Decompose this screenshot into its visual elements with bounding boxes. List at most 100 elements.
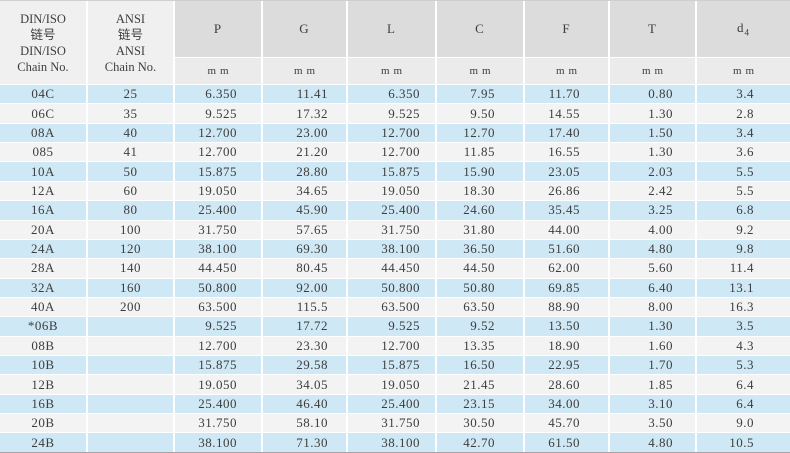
cell-g: 28.80 — [263, 161, 348, 181]
cell-ansi: 140 — [88, 258, 175, 278]
cell-ansi — [88, 355, 175, 375]
cell-l: 6.350 — [348, 84, 437, 104]
cell-d4: 3.6 — [697, 142, 790, 162]
cell-p: 50.800 — [175, 277, 263, 297]
table-row: 08B 12.700 23.30 12.700 13.35 18.90 1.60 4.3 — [0, 335, 790, 356]
cell-p: 15.875 — [175, 161, 263, 181]
table-row: 20B 31.750 58.10 31.750 30.50 45.70 3.50 9.0 — [0, 413, 790, 433]
column-header-ansi-line: ANSI — [115, 11, 146, 26]
column-header-d4-subscript: 4 — [744, 27, 750, 38]
cell-p: 44.450 — [175, 258, 263, 278]
cell-ansi: 80 — [88, 200, 175, 220]
cell-p: 12.700 — [175, 142, 263, 162]
cell-din: 12A — [0, 180, 88, 201]
cell-f: 88.90 — [525, 296, 610, 317]
column-header-din-line: Chain No. — [17, 59, 69, 74]
cell-l: 12.700 — [348, 335, 437, 356]
cell-g: 58.10 — [263, 413, 348, 433]
table-row: 24A 120 38.100 69.30 38.100 36.50 51.60 4.80 9.8 — [0, 238, 790, 259]
cell-d4: 9.8 — [697, 238, 790, 259]
cell-p: 9.525 — [175, 103, 263, 123]
cell-p: 63.500 — [175, 296, 263, 317]
cell-c: 18.30 — [437, 180, 525, 201]
cell-t: 1.70 — [610, 355, 697, 375]
cell-f: 35.45 — [525, 200, 610, 220]
column-header-d4: d4 — [697, 1, 790, 57]
column-header-t: T — [610, 1, 697, 57]
cell-l: 19.050 — [348, 374, 437, 394]
cell-l: 9.525 — [348, 103, 437, 123]
column-header-f: F — [525, 1, 610, 57]
cell-din: 10B — [0, 355, 88, 375]
cell-d4: 9.0 — [697, 413, 790, 433]
cell-p: 6.350 — [175, 84, 263, 104]
table-row: 28A 140 44.450 80.45 44.450 44.50 62.00 5.60 11.… — [0, 258, 790, 278]
cell-l: 31.750 — [348, 413, 437, 433]
unit-cell-d4: mm — [697, 57, 790, 84]
cell-l: 31.750 — [348, 219, 437, 239]
cell-l: 38.100 — [348, 238, 437, 259]
unit-cell-g: mm — [263, 57, 348, 84]
header-row-labels: DIN/ISO 链号 DIN/ISO Chain No. ANSI 链号 ANSI Chain… — [0, 1, 790, 84]
cell-t: 1.50 — [610, 122, 697, 143]
cell-din: 32A — [0, 277, 88, 297]
cell-t: 1.30 — [610, 316, 697, 336]
cell-din: 04C — [0, 84, 88, 104]
cell-f: 16.55 — [525, 142, 610, 162]
cell-f: 18.90 — [525, 335, 610, 356]
cell-ansi: 40 — [88, 122, 175, 143]
cell-l: 15.875 — [348, 161, 437, 181]
cell-d4: 13.1 — [697, 277, 790, 297]
cell-d4: 10.5 — [697, 432, 790, 452]
cell-c: 44.50 — [437, 258, 525, 278]
cell-c: 9.52 — [437, 316, 525, 336]
cell-d4: 6.4 — [697, 393, 790, 414]
cell-f: 62.00 — [525, 258, 610, 278]
cell-d4: 4.3 — [697, 335, 790, 356]
cell-t: 5.60 — [610, 258, 697, 278]
cell-t: 3.25 — [610, 200, 697, 220]
cell-ansi — [88, 393, 175, 414]
cell-f: 11.70 — [525, 84, 610, 104]
unit-cell-c: mm — [437, 57, 525, 84]
table-row: 08A 40 12.700 23.00 12.700 12.70 17.40 1.50 3.4 — [0, 122, 790, 143]
table-row: 24B 38.100 71.30 38.100 42.70 61.50 4.80 10.5 — [0, 432, 790, 452]
cell-d4: 6.8 — [697, 200, 790, 220]
cell-c: 50.80 — [437, 277, 525, 297]
cell-t: 1.85 — [610, 374, 697, 394]
table-row: 06C 35 9.525 17.32 9.525 9.50 14.55 1.30 2.8 — [0, 103, 790, 123]
cell-ansi: 120 — [88, 238, 175, 259]
cell-t: 2.03 — [610, 161, 697, 181]
cell-d4: 16.3 — [697, 296, 790, 317]
cell-din: 08B — [0, 335, 88, 356]
cell-f: 45.70 — [525, 413, 610, 433]
cell-l: 44.450 — [348, 258, 437, 278]
cell-p: 25.400 — [175, 393, 263, 414]
cell-g: 17.32 — [263, 103, 348, 123]
cell-ansi: 35 — [88, 103, 175, 123]
cell-g: 29.58 — [263, 355, 348, 375]
cell-g: 34.65 — [263, 180, 348, 201]
cell-g: 21.20 — [263, 142, 348, 162]
cell-ansi: 41 — [88, 142, 175, 162]
cell-g: 80.45 — [263, 258, 348, 278]
cell-din: 12B — [0, 374, 88, 394]
cell-p: 9.525 — [175, 316, 263, 336]
table-row: 085 41 12.700 21.20 12.700 11.85 16.55 1.30 3.6 — [0, 142, 790, 162]
cell-f: 34.00 — [525, 393, 610, 414]
cell-c: 30.50 — [437, 413, 525, 433]
cell-c: 11.85 — [437, 142, 525, 162]
cell-ansi — [88, 432, 175, 452]
table-row: 16A 80 25.400 45.90 25.400 24.60 35.45 3.25 6.8 — [0, 200, 790, 220]
cell-ansi — [88, 413, 175, 433]
column-header-ansi-line: Chain No. — [104, 59, 157, 74]
cell-c: 16.50 — [437, 355, 525, 375]
cell-p: 38.100 — [175, 432, 263, 452]
cell-ansi: 60 — [88, 180, 175, 201]
cell-c: 7.95 — [437, 84, 525, 104]
unit-cell-p: mm — [175, 57, 263, 84]
cell-t: 0.80 — [610, 84, 697, 104]
cell-f: 14.55 — [525, 103, 610, 123]
cell-d4: 3.5 — [697, 316, 790, 336]
cell-f: 26.86 — [525, 180, 610, 201]
